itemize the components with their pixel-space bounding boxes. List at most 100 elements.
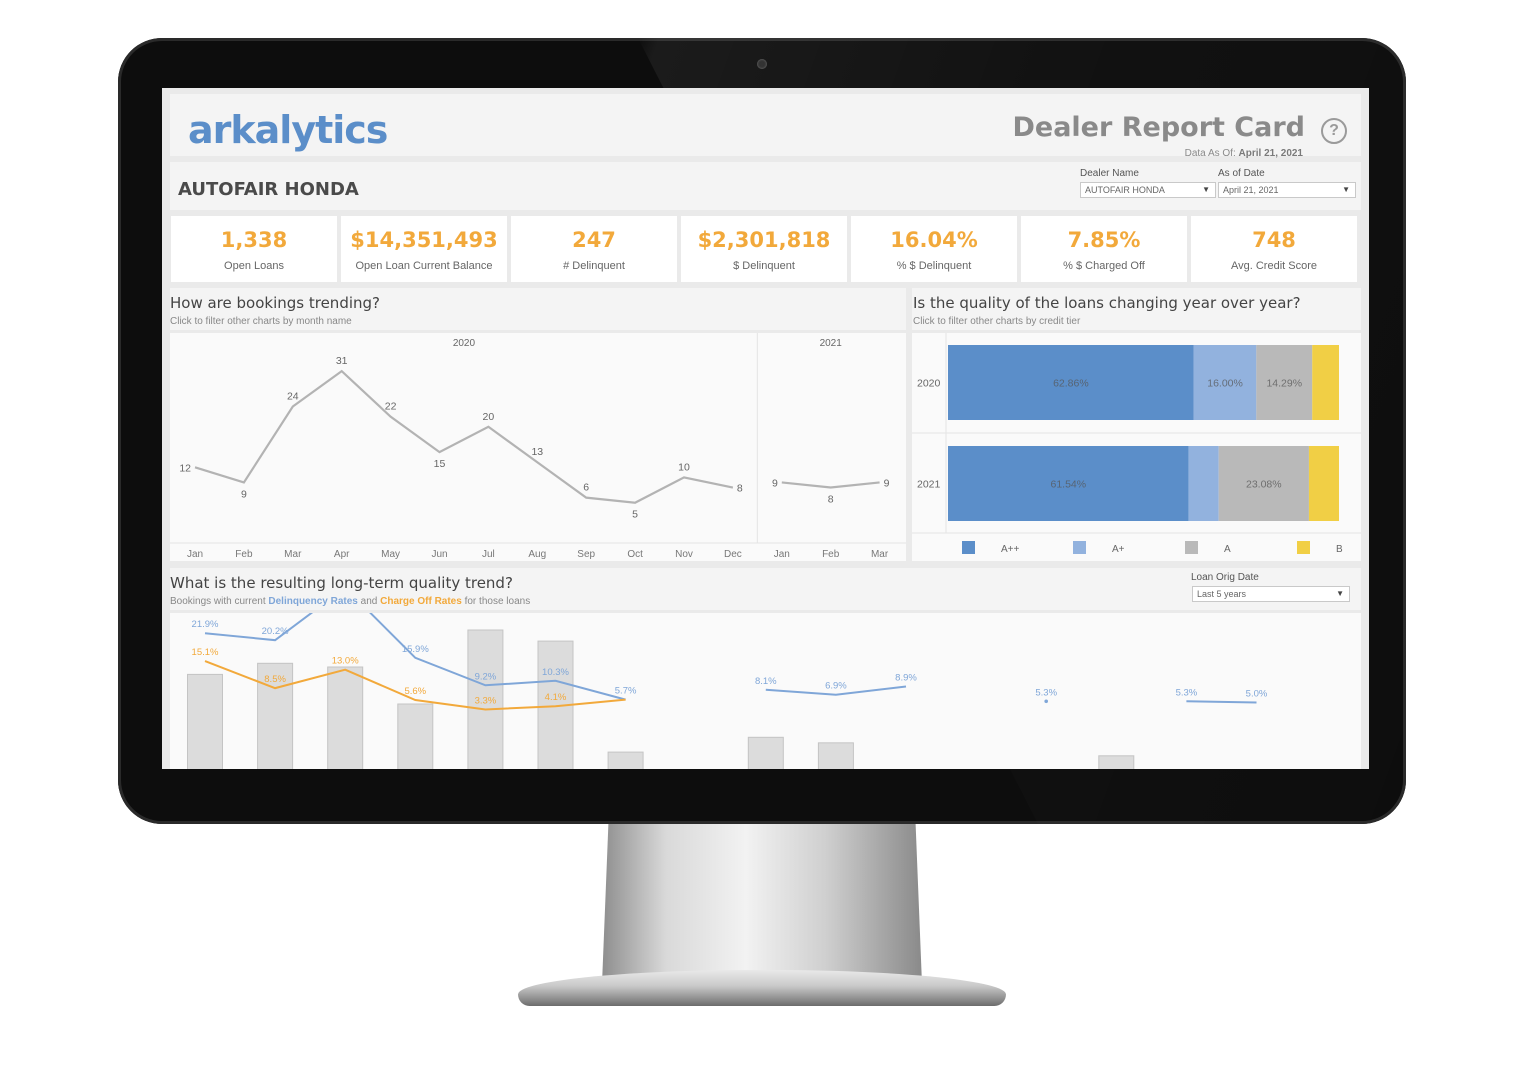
legend-label: A — [1224, 544, 1231, 555]
delinquency-rate-label: 6.9% — [825, 681, 847, 692]
bookings-title: How are bookings trending? — [170, 294, 380, 312]
charge-off-rate-label: 13.0% — [332, 656, 359, 667]
data-label: 31 — [336, 355, 348, 367]
kpi-label: % $ Charged Off — [1063, 260, 1145, 272]
data-label: 8 — [828, 494, 834, 506]
segment-label: 23.08% — [1246, 479, 1282, 491]
charge-off-rate-line — [204, 660, 626, 711]
dealer-name-select-value: AUTOFAIR HONDA — [1085, 185, 1165, 195]
longterm-subtitle-suffix: for those loans — [464, 596, 531, 607]
longterm-subtitle-prefix: Bookings with current — [170, 596, 266, 607]
dealer-name-select[interactable]: AUTOFAIR HONDA ▼ — [1080, 182, 1216, 198]
kpi-value: $2,301,818 — [697, 228, 831, 252]
bookings-bar — [327, 666, 364, 769]
chevron-down-icon: ▼ — [1202, 185, 1210, 194]
chevron-down-icon: ▼ — [1336, 589, 1344, 598]
delinquency-rate-label: 20.2% — [262, 626, 289, 637]
x-tick-label: Sep — [577, 549, 595, 560]
x-tick-label: Feb — [822, 549, 840, 560]
data-label: 9 — [241, 488, 247, 500]
longterm-bar-line-chart[interactable]: 21.9%20.2%33.0%15.9%9.2%10.3%5.7%8.1%6.9… — [170, 574, 1361, 769]
bookings-bar — [187, 673, 223, 769]
longterm-subtitle-and: and — [360, 596, 378, 607]
stacked-bar-segment — [1312, 345, 1339, 420]
longterm-title: What is the resulting long-term quality … — [170, 574, 513, 592]
bookings-line-chart[interactable]: 2020 2021 Jan Feb Mar Apr May Jun Jul Aug Sep Oct No… — [170, 333, 906, 561]
longterm-header: What is the resulting long-term quality … — [170, 568, 1361, 610]
legend-label: A+ — [1112, 544, 1125, 555]
stacked-bar-segment — [1193, 345, 1257, 420]
stacked-bar-segment — [1188, 446, 1219, 521]
longterm-chart-panel: 21.9%20.2%33.0%15.9%9.2%10.3%5.7%8.1%6.9… — [170, 574, 1361, 769]
bookings-header: How are bookings trending? Click to filt… — [170, 288, 906, 330]
bookings-line — [194, 369, 734, 504]
page-title: Dealer Report Card — [1012, 112, 1305, 143]
data-label: 9 — [772, 477, 778, 489]
as-of-date-select[interactable]: April 21, 2021 ▼ — [1218, 182, 1356, 198]
delinquency-rate-label: 9.2% — [475, 671, 497, 682]
stacked-bar-segment — [1218, 446, 1309, 521]
legend-label: A++ — [1001, 544, 1020, 555]
credit-tier-stacked-bar-chart[interactable]: 2020 62.86% 16.00% 14.29% 2021 61.54% 23.08% A+… — [912, 333, 1361, 561]
data-label: 6 — [583, 482, 589, 494]
kpi-open-loans: 1,338 Open Loans — [171, 216, 337, 282]
year-label: 2020 — [453, 338, 476, 349]
x-tick-label: May — [381, 549, 400, 560]
delinquency-rate-label: 15.9% — [402, 644, 429, 655]
delinquency-rate-label: 5.3% — [1176, 687, 1198, 698]
data-label: 5 — [632, 509, 638, 521]
segment-label: 16.00% — [1207, 378, 1243, 390]
year-label: 2021 — [820, 338, 843, 349]
delinquency-rate-label: 8.9% — [895, 673, 917, 684]
legend-swatch — [1073, 541, 1086, 554]
data-label: 10 — [678, 461, 690, 473]
kpi-value: 16.04% — [890, 228, 978, 252]
segment-label: 61.54% — [1050, 479, 1086, 491]
bookings-bar — [467, 629, 504, 769]
stacked-bar-segment — [1308, 446, 1339, 521]
segment-label: 14.29% — [1266, 378, 1302, 390]
stacked-bar-segment — [948, 446, 1189, 521]
kpi-open-loan-balance: $14,351,493 Open Loan Current Balance — [341, 216, 507, 282]
dashboard-screen: arkalytics Dealer Report Card ? Data As … — [162, 88, 1369, 769]
delinquency-rate-line — [1186, 700, 1257, 704]
monitor-stand-neck — [602, 824, 922, 984]
delinquency-rate-label: 5.3% — [1035, 687, 1057, 698]
kpi-value: $14,351,493 — [350, 228, 498, 252]
x-tick-label: Feb — [235, 549, 253, 560]
kpi-label: Open Loan Current Balance — [355, 260, 493, 272]
charge-off-rate-label: 15.1% — [192, 647, 219, 658]
dealer-name-heading: AUTOFAIR HONDA — [178, 179, 359, 200]
quality-subtitle: Click to filter other charts by credit t… — [913, 316, 1081, 327]
x-tick-label: Oct — [627, 549, 643, 560]
x-tick-label: Mar — [284, 549, 302, 560]
webcam-icon — [757, 59, 767, 69]
kpi-value: 7.85% — [1067, 228, 1141, 252]
charge-off-rate-label: 5.6% — [404, 686, 426, 697]
quality-header: Is the quality of the loans changing yea… — [912, 288, 1361, 330]
kpi-avg-credit-score: 748 Avg. Credit Score — [1191, 216, 1357, 282]
quality-title: Is the quality of the loans changing yea… — [913, 294, 1301, 312]
bookings-subtitle: Click to filter other charts by month na… — [170, 316, 352, 327]
data-label: 24 — [287, 391, 299, 403]
charge-off-rate-label: 4.1% — [545, 692, 567, 703]
charge-off-rates-legend: Charge Off Rates — [380, 596, 462, 607]
loan-orig-date-select[interactable]: Last 5 years ▼ — [1192, 586, 1350, 602]
delinquency-rate-line — [204, 586, 626, 701]
delinquency-rate-point — [1044, 699, 1048, 704]
bookings-bar — [747, 736, 784, 769]
delinquency-rate-label: 5.0% — [1246, 689, 1268, 700]
kpi-label: % $ Delinquent — [896, 260, 972, 272]
charge-off-rate-label: 8.5% — [264, 674, 286, 685]
delinquency-rate-label: 5.7% — [615, 686, 637, 697]
legend-swatch — [1297, 541, 1310, 554]
kpi-label: # Delinquent — [563, 260, 625, 272]
delinquency-rate-label: 10.3% — [542, 667, 569, 678]
kpi-num-delinquent: 247 # Delinquent — [511, 216, 677, 282]
row-label: 2020 — [917, 378, 941, 390]
dealer-name-filter-label: Dealer Name — [1080, 168, 1139, 179]
question-circle-icon[interactable]: ? — [1321, 118, 1347, 144]
dashboard-header: arkalytics Dealer Report Card ? Data As … — [170, 94, 1361, 159]
segment-label: 62.86% — [1053, 378, 1089, 390]
delinquency-rate-label: 8.1% — [755, 676, 777, 687]
